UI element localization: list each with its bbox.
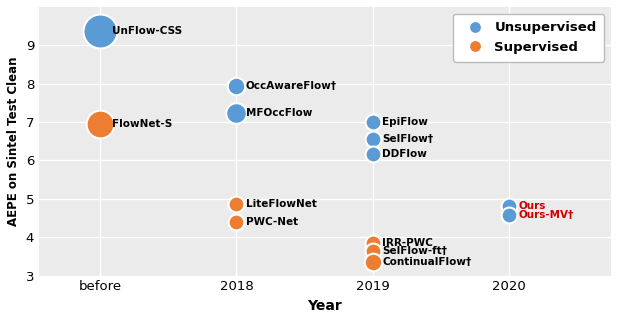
Text: SelFlow-ft†: SelFlow-ft† <box>382 246 447 256</box>
Legend: Unsupervised, Supervised: Unsupervised, Supervised <box>454 13 604 62</box>
Text: ContinualFlow†: ContinualFlow† <box>382 257 472 267</box>
Point <box>504 203 514 208</box>
Text: UnFlow-CSS: UnFlow-CSS <box>112 26 182 36</box>
Text: OccAwareFlow†: OccAwareFlow† <box>246 81 337 91</box>
Text: Ours: Ours <box>519 201 546 211</box>
Text: LiteFlowNet: LiteFlowNet <box>246 199 317 209</box>
Text: EpiFlow: EpiFlow <box>382 117 428 127</box>
Text: DDFlow: DDFlow <box>382 148 427 159</box>
Y-axis label: AEPE on Sintel Test Clean: AEPE on Sintel Test Clean <box>7 57 20 226</box>
Text: SelFlow†: SelFlow† <box>382 134 433 144</box>
Point <box>95 28 105 33</box>
X-axis label: Year: Year <box>308 299 342 313</box>
Point <box>368 136 378 141</box>
Text: Ours-MV†: Ours-MV† <box>519 210 574 220</box>
Point <box>368 120 378 125</box>
Point <box>232 111 242 116</box>
Point <box>95 121 105 126</box>
Text: PWC-Net: PWC-Net <box>246 217 298 227</box>
Point <box>504 213 514 218</box>
Point <box>232 220 242 225</box>
Text: IRR-PWC: IRR-PWC <box>382 238 433 248</box>
Point <box>368 260 378 265</box>
Point <box>232 83 242 88</box>
Point <box>368 241 378 246</box>
Point <box>368 151 378 156</box>
Point <box>232 202 242 207</box>
Point <box>368 249 378 254</box>
Text: MFOccFlow: MFOccFlow <box>246 108 312 118</box>
Text: FlowNet-S: FlowNet-S <box>112 119 172 129</box>
